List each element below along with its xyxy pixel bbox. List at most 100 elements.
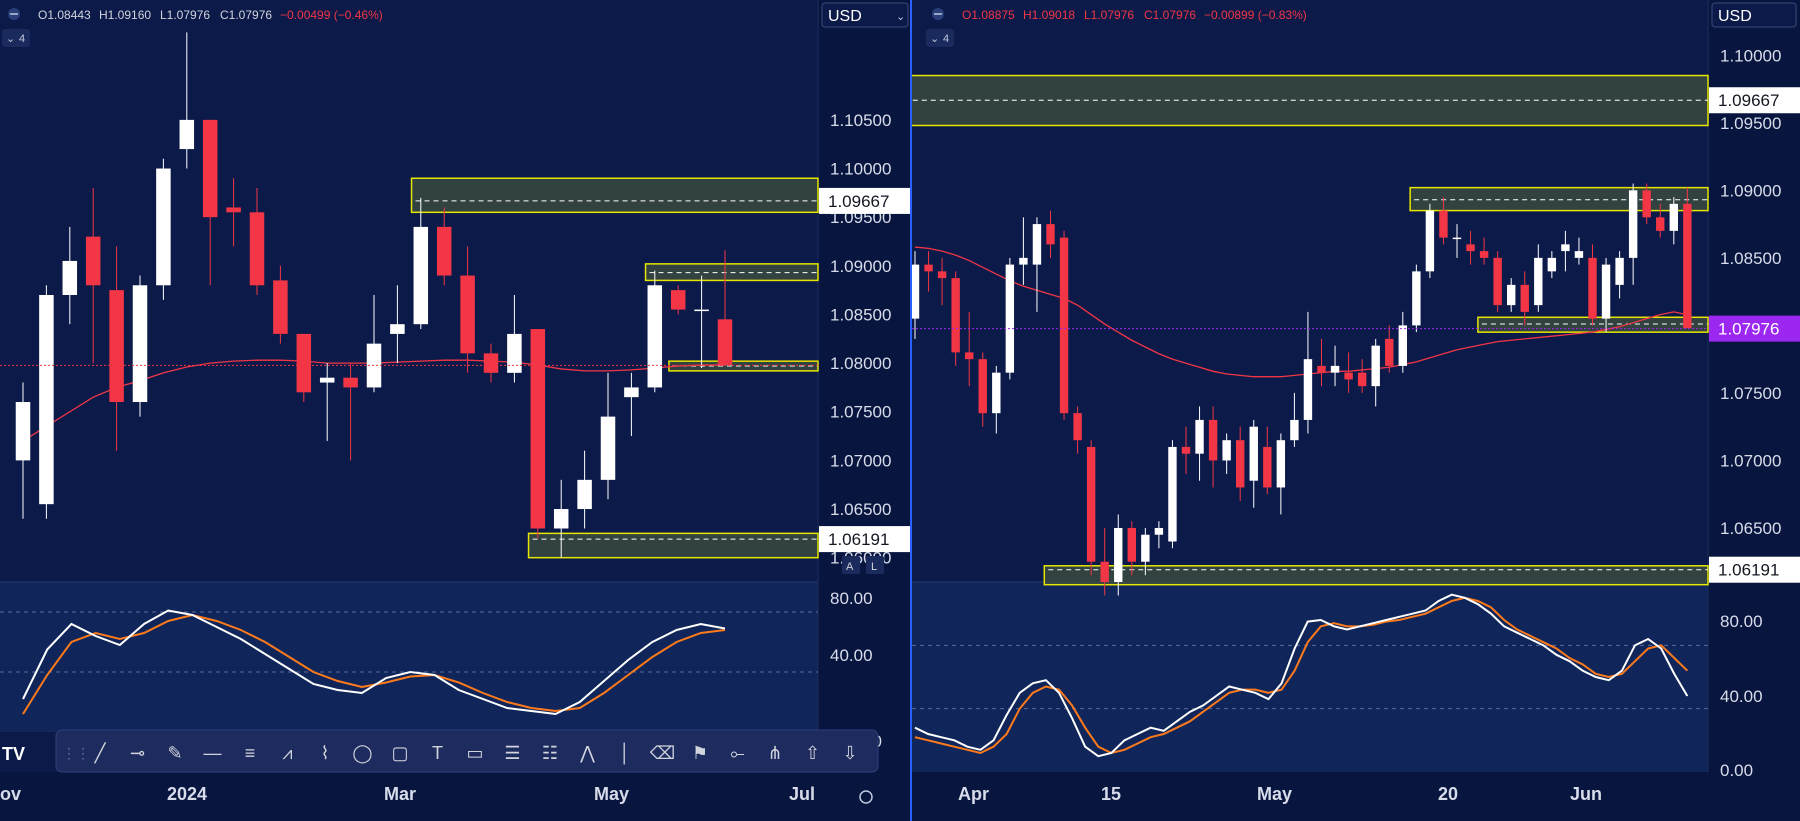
- right-chart-panel[interactable]: 1.100001.095001.090001.085001.080001.075…: [912, 0, 1800, 821]
- candle-body: [647, 285, 663, 388]
- price-note-tool-icon[interactable]: ⚑: [692, 743, 708, 763]
- fib-fan-tool-icon[interactable]: ⋔: [767, 743, 782, 763]
- right-ohlc-c: C1.07976: [1144, 8, 1196, 22]
- level-badge: [1709, 87, 1800, 114]
- projection-tool-icon[interactable]: ⟜: [730, 743, 744, 763]
- right-level-badges: 1.09667 1.06191 1.07976: [912, 87, 1800, 583]
- trend-line-tool-icon[interactable]: ╱: [94, 742, 107, 764]
- right-price-axis[interactable]: [1708, 0, 1800, 821]
- pattern-tool-icon[interactable]: ⋀: [579, 743, 595, 763]
- left-interval-badge-bg[interactable]: [2, 29, 30, 47]
- stochastic-d-line: [914, 596, 1689, 755]
- pitchfork-tool-icon[interactable]: ⩘: [282, 743, 292, 763]
- left-candles: [15, 32, 733, 558]
- candle-body: [1601, 264, 1611, 319]
- horizontal-line-tool-icon[interactable]: —: [204, 743, 222, 763]
- candle-body: [978, 359, 987, 414]
- zone-rectangle[interactable]: [527, 532, 819, 559]
- auto-scale-label: A: [846, 561, 854, 573]
- price-tick-label: 1.10000: [1720, 46, 1781, 65]
- current-price-label: 1.07976: [1718, 320, 1779, 339]
- candle-body: [1154, 527, 1164, 535]
- candle-body: [1303, 359, 1313, 420]
- candle-body: [1114, 527, 1123, 582]
- level-badge: [819, 187, 911, 214]
- left-stochastic: [0, 609, 818, 716]
- candle-body: [156, 168, 171, 286]
- candle-body: [1439, 210, 1448, 238]
- long-position-tool-icon[interactable]: ☰: [504, 743, 520, 763]
- oscillator-tick-label: 0.00: [1720, 761, 1753, 780]
- short-position-tool-icon[interactable]: ☷: [542, 743, 558, 763]
- log-scale-label: L: [871, 561, 877, 573]
- candle-body: [530, 329, 546, 529]
- horizontal-ray-tool-icon[interactable]: ⊸: [130, 743, 145, 763]
- time-tick-label: 15: [1101, 784, 1121, 804]
- zone-rectangle[interactable]: [1409, 186, 1709, 212]
- eraser-tool-icon[interactable]: ⌫: [650, 743, 675, 763]
- candle-body: [1046, 224, 1055, 245]
- right-time-axis[interactable]: [912, 772, 1800, 821]
- right-ohlc-change: −0.00899 (−0.83%): [1204, 8, 1307, 22]
- rectangle-tool-icon[interactable]: ▢: [391, 743, 408, 763]
- candle-body: [62, 260, 78, 295]
- left-price-axis[interactable]: [818, 0, 912, 821]
- price-tick-label: 1.09000: [1720, 181, 1781, 200]
- candle-body: [1615, 257, 1624, 285]
- candle-body: [319, 377, 335, 383]
- ellipse-tool-icon[interactable]: ◯: [352, 743, 372, 764]
- level-badge-label: 1.06191: [828, 530, 889, 549]
- candle-body: [1547, 257, 1557, 272]
- tradingview-logo-icon: TV: [2, 744, 25, 764]
- candle-body: [413, 226, 429, 325]
- candle-body: [694, 309, 709, 312]
- left-interval-badge: 4: [19, 33, 25, 45]
- time-tick-label: May: [594, 784, 629, 804]
- right-moving-average: [914, 246, 1688, 378]
- zone-rectangle[interactable]: [410, 177, 819, 214]
- candle-body: [1249, 426, 1258, 481]
- candle-body: [1520, 284, 1529, 312]
- callout-tool-icon[interactable]: ▭: [466, 743, 483, 763]
- oscillator-tick-label: 80.00: [1720, 612, 1763, 631]
- candle-body: [717, 319, 733, 366]
- price-tick-label: 1.10500: [830, 111, 891, 130]
- candle-body: [15, 402, 31, 461]
- text-tool-icon[interactable]: T: [432, 743, 443, 763]
- arrow-down-tool-icon[interactable]: ⇩: [842, 743, 857, 763]
- left-currency-dropdown[interactable]: USD ⌄: [821, 2, 909, 28]
- zone-rectangle[interactable]: [1043, 565, 1709, 586]
- candle-body: [1276, 440, 1286, 488]
- right-currency-dropdown[interactable]: USD: [1711, 2, 1797, 28]
- right-currency-box[interactable]: [1711, 2, 1797, 28]
- drag-handle-icon[interactable]: ⋮⋮: [62, 745, 90, 761]
- panel-divider[interactable]: [910, 0, 912, 821]
- left-chart-panel[interactable]: 1.105001.100001.095001.090001.085001.080…: [0, 0, 912, 821]
- candle-body: [1412, 271, 1421, 326]
- left-time-axis[interactable]: [0, 772, 912, 821]
- pen-tool-icon[interactable]: ✎: [167, 743, 182, 763]
- candle-body: [1195, 419, 1204, 454]
- candle-body: [1168, 446, 1177, 542]
- left-currency-box[interactable]: [821, 2, 909, 28]
- candle-body: [577, 479, 592, 510]
- price-tick-label: 1.08000: [830, 354, 891, 373]
- brush-tool-icon[interactable]: ⌇: [321, 743, 330, 763]
- fib-retracement-tool-icon[interactable]: ≡: [245, 743, 256, 763]
- vertical-line-tool-icon[interactable]: │: [619, 742, 630, 765]
- candle-body: [1588, 257, 1597, 319]
- candle-body: [1208, 419, 1218, 461]
- right-candles: [912, 183, 1692, 596]
- time-tick-label: Jun: [1570, 784, 1602, 804]
- candle-body: [436, 226, 452, 276]
- candle-body: [1127, 527, 1137, 562]
- arrow-up-tool-icon[interactable]: ⇧: [805, 743, 820, 763]
- auto-scale-button[interactable]: [842, 556, 860, 574]
- left-level-badges: 1.09667 1.06191: [0, 187, 911, 553]
- gear-icon[interactable]: [859, 790, 873, 804]
- chevron-down-icon: ⌄: [930, 33, 939, 45]
- right-time-ticks: Apr 15 May 20 Jun: [958, 784, 1602, 804]
- left-oscillator-pane: [0, 582, 818, 732]
- right-interval-badge-bg[interactable]: [926, 29, 954, 47]
- log-scale-button[interactable]: [866, 556, 884, 574]
